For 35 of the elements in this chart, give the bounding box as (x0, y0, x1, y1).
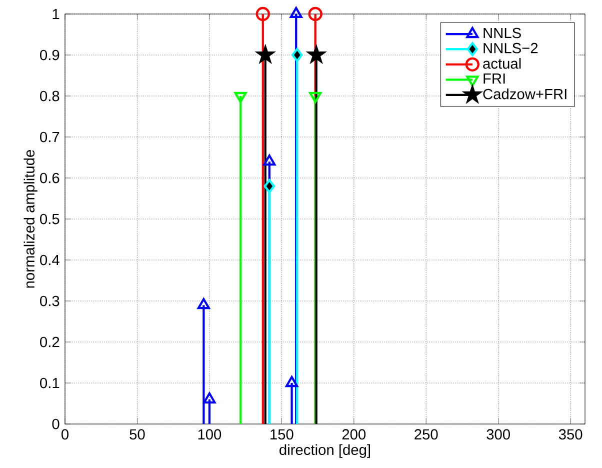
y-tick-label: 0.2 (40, 336, 60, 348)
legend-label: actual (483, 58, 521, 69)
y-tick-label: 0.9 (40, 50, 60, 60)
legend-label: Cadzow+FRI (483, 88, 566, 100)
y-tick-label: 0.3 (40, 296, 60, 306)
y-tick-label: 0.1 (40, 378, 60, 388)
x-tick-label: 150 (270, 429, 294, 440)
y-tick-label: 0.8 (40, 90, 60, 102)
y-tick-label: 0.4 (40, 254, 60, 266)
x-tick-label: 250 (414, 429, 438, 440)
x-tick-label: 0 (61, 429, 68, 440)
point (256, 6, 270, 22)
point (308, 6, 322, 22)
y-tick-label: 0.5 (40, 214, 60, 224)
point (286, 376, 298, 388)
point (290, 6, 302, 18)
legend-label: NNLS (484, 28, 521, 38)
x-tick-label: 300 (486, 429, 510, 440)
legend-label: NNLS−2 (484, 42, 538, 54)
point (197, 298, 210, 310)
x-tick-label: 100 (198, 429, 222, 440)
x-tick-label: 350 (558, 429, 582, 440)
y-axis-title: normalized amplitude (24, 150, 38, 288)
x-tick-label: 50 (130, 429, 145, 440)
y-tick-label: 0.7 (40, 132, 60, 142)
point (263, 154, 276, 166)
y-tick-label: 0 (52, 418, 60, 430)
y-tick-label: 0.6 (40, 172, 60, 184)
point (264, 179, 275, 194)
point (292, 48, 303, 62)
x-tick-label: 200 (342, 429, 366, 440)
legend-label: FRI (484, 74, 505, 84)
point (203, 392, 216, 404)
y-tick-label: 1 (52, 8, 60, 20)
x-axis-title: direction [deg] (280, 444, 370, 458)
